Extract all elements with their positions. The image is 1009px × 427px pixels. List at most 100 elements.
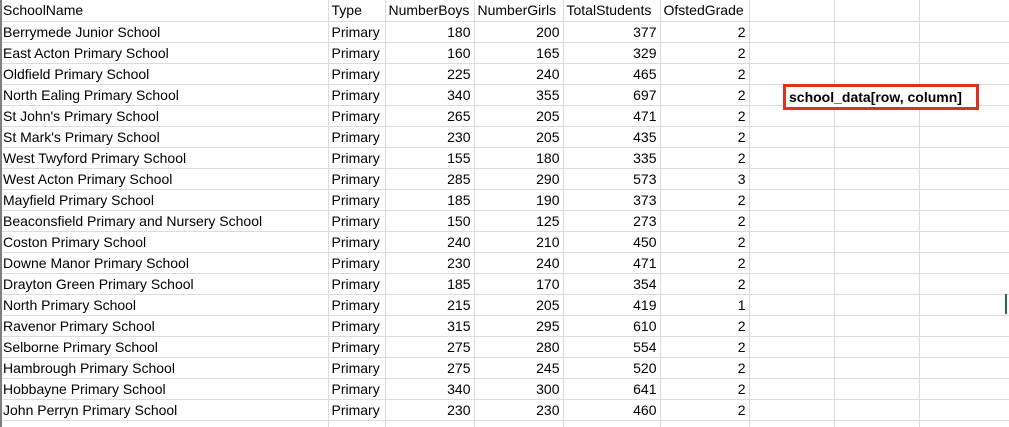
data-cell[interactable]: Primary [328, 378, 386, 400]
data-cell[interactable]: 2 [660, 42, 750, 64]
empty-cell[interactable] [834, 336, 920, 358]
empty-cell[interactable] [749, 21, 835, 43]
column-header-cell[interactable]: NumberBoys [385, 0, 475, 22]
empty-cell[interactable] [749, 0, 835, 22]
data-cell[interactable]: 355 [474, 84, 564, 106]
data-cell[interactable]: Primary [328, 210, 386, 232]
data-cell[interactable]: 285 [385, 168, 475, 190]
empty-cell[interactable] [834, 378, 920, 400]
empty-cell[interactable] [563, 420, 661, 427]
empty-cell[interactable] [749, 231, 835, 253]
data-cell[interactable]: 155 [385, 147, 475, 169]
data-cell[interactable]: 460 [563, 399, 661, 421]
empty-cell[interactable] [919, 357, 1009, 379]
data-cell[interactable]: Primary [328, 147, 386, 169]
empty-cell[interactable] [919, 168, 1009, 190]
data-cell[interactable]: 275 [385, 357, 475, 379]
data-cell[interactable]: 2 [660, 231, 750, 253]
data-cell[interactable]: 2 [660, 315, 750, 337]
data-cell[interactable]: 185 [385, 189, 475, 211]
empty-cell[interactable] [660, 420, 750, 427]
empty-cell[interactable] [749, 210, 835, 232]
data-cell[interactable]: Primary [328, 252, 386, 274]
data-cell[interactable]: 300 [474, 378, 564, 400]
data-cell[interactable]: 230 [474, 399, 564, 421]
data-cell[interactable]: Beaconsfield Primary and Nursery School [0, 210, 329, 232]
data-cell[interactable]: 610 [563, 315, 661, 337]
data-cell[interactable]: 2 [660, 210, 750, 232]
empty-cell[interactable] [749, 168, 835, 190]
data-cell[interactable]: 315 [385, 315, 475, 337]
empty-cell[interactable] [749, 189, 835, 211]
empty-cell[interactable] [834, 399, 920, 421]
data-cell[interactable]: Primary [328, 189, 386, 211]
data-cell[interactable]: 340 [385, 84, 475, 106]
data-cell[interactable]: 295 [474, 315, 564, 337]
data-cell[interactable]: 2 [660, 336, 750, 358]
data-cell[interactable]: 2 [660, 357, 750, 379]
empty-cell[interactable] [919, 21, 1009, 43]
data-cell[interactable]: 471 [563, 105, 661, 127]
data-cell[interactable]: St John's Primary School [0, 105, 329, 127]
data-cell[interactable]: 2 [660, 399, 750, 421]
data-cell[interactable]: 210 [474, 231, 564, 253]
data-cell[interactable]: Primary [328, 126, 386, 148]
empty-cell[interactable] [919, 147, 1009, 169]
data-cell[interactable]: 200 [474, 21, 564, 43]
empty-cell[interactable] [749, 273, 835, 295]
empty-cell[interactable] [834, 63, 920, 85]
empty-cell[interactable] [328, 420, 386, 427]
data-cell[interactable]: 2 [660, 189, 750, 211]
data-cell[interactable]: 2 [660, 147, 750, 169]
empty-cell[interactable] [749, 126, 835, 148]
data-cell[interactable]: 2 [660, 63, 750, 85]
empty-cell[interactable] [749, 294, 835, 316]
empty-cell[interactable] [385, 420, 475, 427]
data-cell[interactable]: 170 [474, 273, 564, 295]
data-cell[interactable]: Berrymede Junior School [0, 21, 329, 43]
data-cell[interactable]: 419 [563, 294, 661, 316]
empty-cell[interactable] [749, 252, 835, 274]
data-cell[interactable]: 450 [563, 231, 661, 253]
empty-cell[interactable] [0, 420, 329, 427]
empty-cell[interactable] [749, 315, 835, 337]
data-cell[interactable]: 230 [385, 126, 475, 148]
data-cell[interactable]: 230 [385, 252, 475, 274]
data-cell[interactable]: 465 [563, 63, 661, 85]
empty-cell[interactable] [749, 378, 835, 400]
data-cell[interactable]: Primary [328, 399, 386, 421]
data-cell[interactable]: Drayton Green Primary School [0, 273, 329, 295]
data-cell[interactable]: Primary [328, 84, 386, 106]
empty-cell[interactable] [919, 63, 1009, 85]
data-cell[interactable]: Hobbayne Primary School [0, 378, 329, 400]
data-cell[interactable]: 2 [660, 126, 750, 148]
data-cell[interactable]: Primary [328, 294, 386, 316]
data-cell[interactable]: Hambrough Primary School [0, 357, 329, 379]
data-cell[interactable]: Primary [328, 168, 386, 190]
data-cell[interactable]: 280 [474, 336, 564, 358]
data-cell[interactable]: 225 [385, 63, 475, 85]
data-cell[interactable]: 245 [474, 357, 564, 379]
data-cell[interactable]: 275 [385, 336, 475, 358]
data-cell[interactable]: 290 [474, 168, 564, 190]
empty-cell[interactable] [834, 147, 920, 169]
column-header-cell[interactable]: Type [328, 0, 386, 22]
data-cell[interactable]: 554 [563, 336, 661, 358]
data-cell[interactable]: North Ealing Primary School [0, 84, 329, 106]
data-cell[interactable]: 3 [660, 168, 750, 190]
data-cell[interactable]: John Perryn Primary School [0, 399, 329, 421]
empty-cell[interactable] [834, 189, 920, 211]
empty-cell[interactable] [834, 0, 920, 22]
data-cell[interactable]: 165 [474, 42, 564, 64]
empty-cell[interactable] [919, 399, 1009, 421]
data-cell[interactable]: 205 [474, 126, 564, 148]
empty-cell[interactable] [834, 42, 920, 64]
data-cell[interactable]: 240 [385, 231, 475, 253]
empty-cell[interactable] [749, 147, 835, 169]
data-cell[interactable]: 2 [660, 378, 750, 400]
data-cell[interactable]: Primary [328, 315, 386, 337]
empty-cell[interactable] [834, 252, 920, 274]
empty-cell[interactable] [749, 420, 835, 427]
data-cell[interactable]: Downe Manor Primary School [0, 252, 329, 274]
